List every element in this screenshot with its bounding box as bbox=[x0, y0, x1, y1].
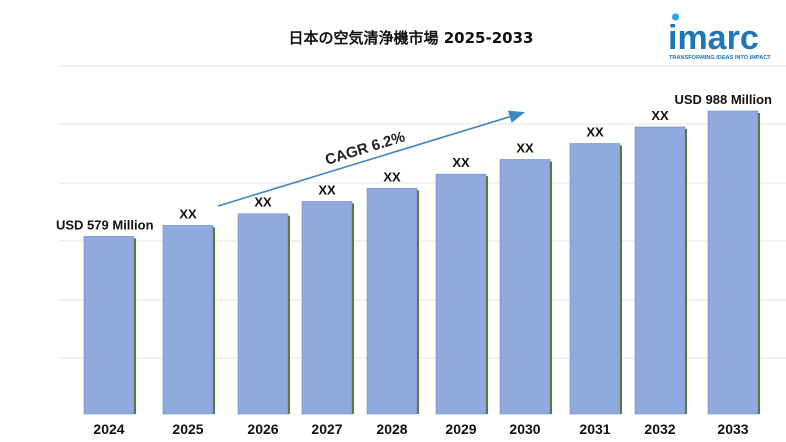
x-tick-2029: 2029 bbox=[445, 421, 476, 437]
data-label-2024: USD 579 Million bbox=[56, 217, 154, 232]
x-axis-tick-labels: 2024 2025 2026 2027 2028 2029 2030 2031 2032 2033 bbox=[93, 421, 748, 437]
brand-tagline: TRANSFORMING IDEAS INTO IMPACT bbox=[669, 55, 771, 61]
bar-2026 bbox=[237, 213, 289, 415]
data-label-2025: XX bbox=[179, 206, 197, 221]
cagr-arrow bbox=[217, 110, 526, 207]
bar-shadow-2030 bbox=[550, 161, 552, 414]
data-label-2030: XX bbox=[516, 140, 534, 155]
bar-2030 bbox=[499, 159, 551, 415]
brand-name: imarc bbox=[668, 19, 759, 57]
bar-shadow-2027 bbox=[352, 203, 354, 414]
bar-2032 bbox=[634, 126, 686, 415]
bar-shadow-2029 bbox=[486, 176, 488, 414]
bar-shadow-2026 bbox=[288, 215, 290, 414]
bar-shadow-2031 bbox=[620, 145, 622, 414]
data-label-2031: XX bbox=[586, 125, 604, 140]
x-tick-2033: 2033 bbox=[717, 421, 748, 437]
data-label-2033: USD 988 Million bbox=[674, 92, 772, 107]
bar-2027 bbox=[301, 201, 353, 415]
data-labels: USD 579 Million XX XX XX XX XX XX XX XX USD 988 M… bbox=[56, 92, 772, 232]
bar-series bbox=[83, 110, 760, 415]
brand-logo: imarc TRANSFORMING IDEAS INTO IMPACT bbox=[668, 13, 771, 61]
bar-2033 bbox=[707, 110, 759, 415]
cagr-label: CAGR 6.2% bbox=[323, 128, 407, 168]
bar-shadow-2024 bbox=[134, 238, 136, 414]
x-tick-2026: 2026 bbox=[247, 421, 278, 437]
data-label-2026: XX bbox=[254, 195, 272, 210]
data-label-2032: XX bbox=[651, 108, 669, 123]
x-tick-2024: 2024 bbox=[93, 421, 124, 437]
x-tick-2030: 2030 bbox=[509, 421, 540, 437]
bar-2028 bbox=[366, 187, 418, 415]
data-label-2028: XX bbox=[383, 169, 401, 184]
chart-title: 日本の空気清浄機市場 2025-2033 bbox=[289, 29, 534, 47]
data-label-2029: XX bbox=[452, 155, 470, 170]
x-tick-2027: 2027 bbox=[311, 421, 342, 437]
bar-2029 bbox=[435, 173, 487, 415]
x-tick-2032: 2032 bbox=[644, 421, 675, 437]
bar-2024 bbox=[83, 236, 135, 415]
bar-shadow-2028 bbox=[417, 190, 419, 414]
bar-shadow-2032 bbox=[685, 128, 687, 414]
bar-shadow-2033 bbox=[758, 113, 760, 414]
logo-dot-icon bbox=[671, 13, 680, 21]
bar-2031 bbox=[569, 143, 621, 415]
x-tick-2025: 2025 bbox=[172, 421, 203, 437]
bar-2025 bbox=[162, 225, 214, 415]
bar-shadow-2025 bbox=[213, 227, 215, 414]
x-tick-2028: 2028 bbox=[376, 421, 407, 437]
data-label-2027: XX bbox=[318, 182, 336, 197]
x-tick-2031: 2031 bbox=[579, 421, 610, 437]
